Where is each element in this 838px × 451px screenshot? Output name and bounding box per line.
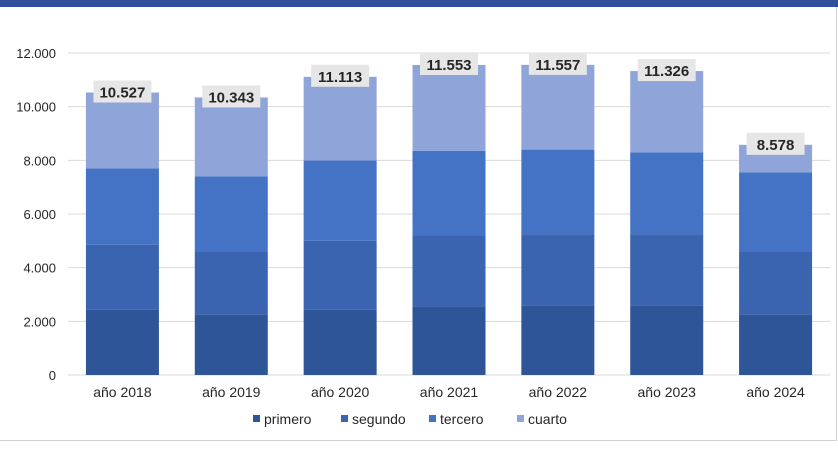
total-label-box: [746, 132, 805, 155]
bar-segment-segundo: [412, 235, 486, 307]
bar-segment-cuarto: [194, 97, 268, 177]
bar-segment-tercero: [630, 152, 704, 235]
bar-segment-primero: [412, 306, 486, 375]
bar-segment-primero: [739, 314, 813, 375]
total-label-box: [202, 85, 261, 108]
chart-frame: [0, 7, 837, 441]
x-tick-label: año 2022: [529, 384, 588, 400]
bar-segment-cuarto: [303, 76, 377, 161]
total-label: 10.343: [208, 89, 254, 106]
legend: primero segundo tercero cuarto: [253, 411, 567, 427]
y-tick-label: 10.000: [16, 100, 56, 115]
x-tick-label: año 2020: [311, 384, 370, 400]
bar-segment-primero: [521, 305, 595, 375]
bar-segment-tercero: [739, 172, 813, 252]
bar-segment-cuarto: [412, 64, 486, 151]
y-tick-label: 0: [49, 368, 56, 383]
y-tick-label: 12.000: [16, 46, 56, 61]
bar-segment-primero: [303, 309, 377, 375]
total-label: 11.557: [535, 57, 580, 74]
x-tick-label: año 2018: [93, 384, 152, 400]
bar-segment-cuarto: [630, 71, 704, 153]
legend-swatch-cuarto: [517, 415, 524, 422]
total-label: 11.326: [644, 63, 689, 80]
bar-segment-segundo: [303, 240, 377, 310]
bar-segment-segundo: [194, 251, 268, 315]
bar-segment-tercero: [194, 176, 268, 252]
total-label: 10.527: [99, 85, 145, 102]
y-axis-ticks: 0 2.000 4.000 6.000 8.000 10.000 12.000: [16, 46, 56, 383]
y-tick-label: 2.000: [23, 314, 56, 329]
top-border-bar: [0, 0, 838, 7]
bar-segment-tercero: [521, 149, 595, 235]
bar-segment-tercero: [412, 150, 486, 236]
y-tick-label: 6.000: [23, 207, 56, 222]
legend-swatch-primero: [253, 415, 260, 422]
legend-swatch-segundo: [341, 415, 348, 422]
x-axis-ticks: año 2018 año 2019 año 2020 año 2021 año 2022…: [93, 384, 805, 400]
bar-segment-segundo: [85, 244, 159, 310]
bar-segment-segundo: [630, 234, 704, 306]
y-tick-label: 4.000: [23, 261, 56, 276]
bar-segment-primero: [194, 314, 268, 375]
legend-label-primero: primero: [264, 411, 312, 427]
total-label: 11.113: [318, 69, 362, 86]
bars: [85, 64, 813, 375]
bar-segment-segundo: [521, 234, 595, 306]
bar-segment-cuarto: [521, 64, 595, 150]
bar-segment-tercero: [85, 168, 159, 245]
legend-label-cuarto: cuarto: [528, 411, 567, 427]
total-label-box: [311, 64, 370, 87]
total-label-box: [528, 52, 587, 75]
bar-segment-primero: [630, 305, 704, 375]
bar-segment-cuarto: [85, 92, 159, 169]
total-label-box: [637, 59, 696, 82]
total-label-box: [420, 52, 478, 75]
y-tick-label: 8.000: [23, 153, 56, 168]
legend-swatch-tercero: [429, 415, 436, 422]
bar-segment-primero: [85, 309, 159, 375]
total-labels: 10.527 10.343 11.113 11.553 11.557 11.326 8.57…: [93, 52, 805, 155]
x-tick-label: año 2024: [746, 384, 805, 400]
legend-label-tercero: tercero: [440, 411, 484, 427]
bar-segment-segundo: [739, 251, 813, 315]
legend-label-segundo: segundo: [352, 411, 406, 427]
total-label-box: [93, 80, 152, 103]
bar-segment-tercero: [303, 160, 377, 241]
total-label: 8.578: [757, 137, 795, 154]
x-tick-label: año 2019: [202, 384, 261, 400]
x-tick-label: año 2021: [420, 384, 479, 400]
total-label: 11.553: [426, 57, 471, 74]
x-tick-label: año 2023: [638, 384, 697, 400]
